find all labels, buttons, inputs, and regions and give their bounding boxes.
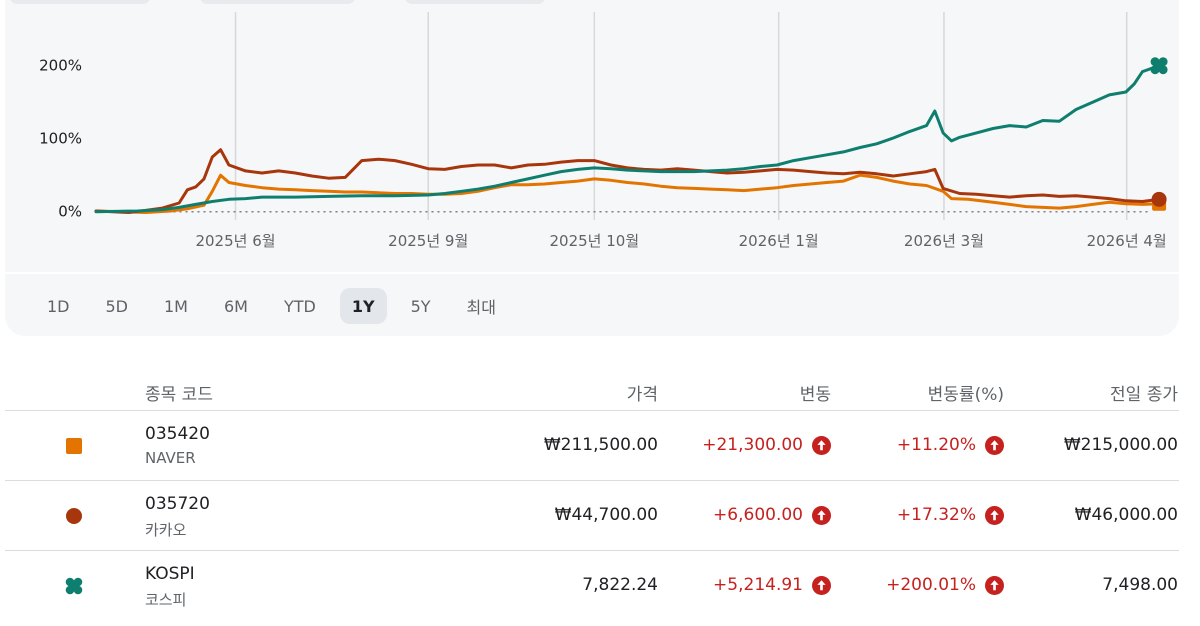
change-text: +6,600.00 bbox=[713, 505, 803, 525]
x-tick-label: 2026년 1월 bbox=[739, 232, 819, 250]
x-tick-label: 2025년 10월 bbox=[550, 232, 640, 250]
change-pct-value: +17.32% bbox=[897, 505, 1004, 525]
prev-close-value: ₩215,000.00 bbox=[1063, 435, 1178, 455]
change-pct-text: +17.32% bbox=[896, 505, 976, 525]
table-body: 035420 NAVER ₩211,500.00 +21,300.00 +11.20% ₩… bbox=[5, 411, 1179, 620]
range-button[interactable]: 1D bbox=[47, 296, 70, 316]
symbol-code[interactable]: 035720 bbox=[145, 494, 210, 514]
range-button[interactable]: YTD bbox=[283, 296, 316, 316]
circle-marker-icon bbox=[66, 508, 82, 524]
series-line-KOSPI bbox=[94, 64, 1161, 214]
price-value: ₩211,500.00 bbox=[543, 435, 658, 455]
comparison-table: 종목 코드 가격 변동 변동률(%) 전일 종가 035420 NAVER ₩211… bbox=[5, 370, 1179, 620]
change-text: +5,214.91 bbox=[713, 575, 803, 595]
top-tab-pill[interactable] bbox=[405, 0, 545, 4]
change-pct-text: +11.20% bbox=[896, 435, 976, 455]
change-pct-value: +200.01% bbox=[886, 575, 1004, 595]
table-row[interactable]: KOSPI 코스피 7,822.24 +5,214.91 +200.01% 7,498.0… bbox=[5, 551, 1179, 620]
range-button[interactable]: 최대 bbox=[466, 298, 496, 317]
prev-close-value: ₩46,000.00 bbox=[1074, 505, 1178, 525]
x-tick-label: 2025년 6월 bbox=[195, 232, 275, 250]
change-text: +21,300.00 bbox=[702, 435, 803, 455]
table-header: 종목 코드 가격 변동 변동률(%) 전일 종가 bbox=[5, 370, 1179, 411]
header-prev-close: 전일 종가 bbox=[1110, 385, 1178, 405]
change-pct-text: +200.01% bbox=[886, 575, 976, 595]
arrow-up-circle-icon bbox=[985, 575, 1004, 595]
y-tick-label: 200% bbox=[39, 57, 82, 75]
x-tick-label: 2026년 4월 bbox=[1087, 232, 1167, 250]
x-tick-label: 2026년 3월 bbox=[904, 232, 984, 250]
security-name: NAVER bbox=[145, 449, 196, 467]
arrow-up-circle-icon bbox=[812, 505, 831, 525]
change-value: +6,600.00 bbox=[713, 505, 831, 525]
header-symbol: 종목 코드 bbox=[145, 385, 213, 405]
y-tick-label: 100% bbox=[39, 130, 82, 148]
change-value: +21,300.00 bbox=[702, 435, 831, 455]
arrow-up-circle-icon bbox=[985, 505, 1004, 525]
security-name: 카카오 bbox=[145, 521, 187, 539]
change-pct-value: +11.20% bbox=[897, 435, 1004, 455]
range-button[interactable]: 6M bbox=[223, 296, 248, 316]
comparison-line-chart[interactable]: 2025년 6월 2025년 9월 2025년 10월 2026년 1월 2026년 3… bbox=[5, 0, 1179, 272]
square-marker-icon bbox=[66, 438, 82, 454]
series-line-035720 bbox=[94, 148, 1161, 214]
header-change: 변동 bbox=[799, 385, 831, 405]
end-marker-flower-center bbox=[1155, 61, 1164, 70]
range-button[interactable]: 1M bbox=[164, 296, 188, 316]
price-value: ₩44,700.00 bbox=[554, 505, 658, 525]
price-value: 7,822.24 bbox=[582, 575, 658, 595]
symbol-code[interactable]: KOSPI bbox=[145, 564, 195, 584]
top-tab-pill[interactable] bbox=[10, 0, 150, 4]
y-tick-label: 0% bbox=[58, 203, 82, 221]
table-row[interactable]: 035720 카카오 ₩44,700.00 +6,600.00 +17.32% ₩46,0… bbox=[5, 481, 1179, 551]
arrow-up-circle-icon bbox=[812, 435, 831, 455]
security-name: 코스피 bbox=[145, 591, 187, 609]
end-marker-circle bbox=[1151, 191, 1167, 207]
range-button[interactable]: 5D bbox=[105, 296, 129, 316]
x-tick-label: 2025년 9월 bbox=[388, 232, 468, 250]
arrow-up-circle-icon bbox=[812, 575, 831, 595]
range-button[interactable]: 1Y bbox=[339, 288, 387, 324]
chart-svg: 2025년 6월 2025년 9월 2025년 10월 2026년 1월 2026년 3… bbox=[39, 12, 1168, 250]
range-button[interactable]: 5Y bbox=[410, 296, 431, 316]
flower-marker-icon bbox=[65, 577, 83, 595]
header-change-pct: 변동률(%) bbox=[927, 385, 1004, 405]
time-range-selector: 1D 5D 1M 6M YTD 1Y 5Y 최대 bbox=[35, 288, 520, 324]
header-price: 가격 bbox=[626, 385, 658, 405]
chart-panel: 2025년 6월 2025년 9월 2025년 10월 2026년 1월 2026년 3… bbox=[5, 0, 1179, 336]
series-line-035420 bbox=[94, 173, 1161, 214]
top-tab-pill[interactable] bbox=[200, 0, 355, 4]
symbol-code[interactable]: 035420 bbox=[145, 424, 210, 444]
arrow-up-circle-icon bbox=[985, 435, 1004, 455]
panel-divider bbox=[5, 272, 1179, 274]
prev-close-value: 7,498.00 bbox=[1102, 575, 1178, 595]
change-value: +5,214.91 bbox=[713, 575, 831, 595]
table-row[interactable]: 035420 NAVER ₩211,500.00 +21,300.00 +11.20% ₩… bbox=[5, 411, 1179, 481]
